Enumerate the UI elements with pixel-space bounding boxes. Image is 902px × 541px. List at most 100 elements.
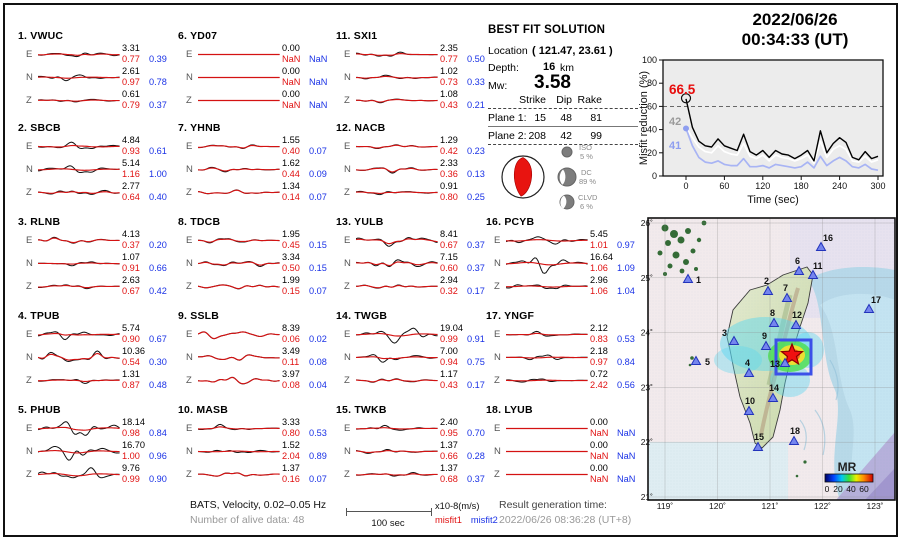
component-row: Z 1.34 0.14 0.07 bbox=[178, 181, 340, 204]
station-marker-label: 18 bbox=[790, 426, 800, 436]
station-panel-vwuc: 1. VWUC E 3.31 0.77 0.39 N 2.61 0.97 0.78 Z 0.61 0.… bbox=[18, 30, 180, 112]
waveform bbox=[198, 472, 280, 477]
station-title: 13. YULB bbox=[336, 216, 384, 228]
amplitude-value: 18.14 bbox=[122, 417, 145, 427]
waveform bbox=[198, 238, 280, 244]
station-marker-label: 2 bbox=[764, 276, 769, 286]
waveform bbox=[198, 376, 280, 385]
misfit2-value: 0.33 bbox=[467, 76, 485, 87]
waveform bbox=[356, 472, 438, 477]
waveform bbox=[38, 74, 120, 82]
divider bbox=[488, 108, 638, 109]
station-marker bbox=[743, 405, 755, 415]
misfit1-legend-label: misfit1 bbox=[435, 515, 462, 525]
misfit1-value: 0.77 bbox=[440, 53, 458, 64]
misfit2-value: 0.50 bbox=[467, 53, 485, 64]
waveform bbox=[38, 284, 120, 290]
amplitude-value: 4.13 bbox=[122, 229, 140, 239]
component-row: N 16.70 1.00 0.96 bbox=[18, 440, 180, 463]
svg-text:24˚: 24˚ bbox=[641, 328, 653, 338]
svg-text:180: 180 bbox=[794, 181, 809, 191]
waveform bbox=[356, 144, 438, 150]
plane1-strike: 15 bbox=[534, 112, 546, 124]
component-row: N 3.34 0.50 0.15 bbox=[178, 252, 340, 275]
result-time-label: Result generation time: bbox=[499, 499, 607, 511]
misfit1-value: 1.01 bbox=[590, 239, 608, 250]
amplitude-value: 1.08 bbox=[440, 89, 458, 99]
component-label: Z bbox=[344, 281, 350, 292]
station-title: 3. RLNB bbox=[18, 216, 61, 228]
waveform bbox=[506, 257, 588, 274]
component-row: E 18.14 0.98 0.84 bbox=[18, 417, 180, 440]
misfit2-value: NaN bbox=[309, 53, 328, 64]
depth-label: Depth: bbox=[488, 62, 519, 74]
waveform bbox=[198, 354, 280, 361]
component-row: N 0.00 NaN NaN bbox=[178, 66, 340, 89]
misfit2-value: 0.78 bbox=[149, 76, 167, 87]
misfit1-value: 1.00 bbox=[122, 450, 140, 461]
station-marker bbox=[690, 355, 702, 365]
waveform bbox=[356, 190, 438, 196]
misfit1-value: 0.11 bbox=[282, 356, 300, 367]
component-label: Z bbox=[344, 375, 350, 386]
amplitude-value: 1.62 bbox=[282, 158, 300, 168]
component-label: E bbox=[344, 235, 351, 246]
station-marker-label: 13 bbox=[770, 359, 780, 369]
station-marker bbox=[779, 357, 791, 367]
component-row: N 1.02 0.73 0.33 bbox=[336, 66, 498, 89]
svg-text:0: 0 bbox=[683, 181, 688, 191]
misfit1-value: 0.43 bbox=[440, 379, 458, 390]
station-marker-label: 10 bbox=[745, 396, 755, 406]
misfit2-value: 0.67 bbox=[149, 333, 167, 344]
station-marker-label: 4 bbox=[745, 358, 750, 368]
component-label: E bbox=[186, 49, 193, 60]
station-title: 6. YD07 bbox=[178, 30, 218, 42]
moment-decomposition-icons: ISO 5 % DC 89 % CLVD 6 % bbox=[557, 143, 598, 211]
station-marker-label: 12 bbox=[792, 310, 802, 320]
misfit2-value: 0.42 bbox=[149, 285, 167, 296]
svg-text:100: 100 bbox=[642, 55, 657, 65]
component-label: E bbox=[186, 329, 193, 340]
station-title: 9. SSLB bbox=[178, 310, 220, 322]
component-row: Z 3.97 0.08 0.04 bbox=[178, 369, 340, 392]
component-label: N bbox=[186, 258, 193, 269]
component-label: Z bbox=[186, 281, 192, 292]
component-label: N bbox=[494, 446, 501, 457]
component-label: E bbox=[344, 49, 351, 60]
waveform bbox=[356, 378, 438, 383]
amplitude-value: 5.14 bbox=[122, 158, 140, 168]
misfit1-value: 0.44 bbox=[282, 168, 300, 179]
component-row: Z 2.94 0.32 0.17 bbox=[336, 275, 498, 298]
misfit2-value: 0.37 bbox=[467, 262, 485, 273]
component-label: Z bbox=[344, 469, 350, 480]
misfit1-value: 0.97 bbox=[122, 76, 140, 87]
station-title: 7. YHNB bbox=[178, 122, 221, 134]
station-title: 8. TDCB bbox=[178, 216, 221, 228]
waveform bbox=[356, 237, 438, 247]
station-marker bbox=[863, 303, 875, 313]
misfit2-value: 0.97 bbox=[617, 239, 635, 250]
svg-text:80: 80 bbox=[647, 78, 657, 88]
component-row: N 1.52 2.04 0.89 bbox=[178, 440, 340, 463]
component-label: E bbox=[186, 141, 193, 152]
waveform bbox=[38, 379, 120, 384]
station-panel-yngf: 17. YNGF E 2.12 0.83 0.53 N 2.18 0.97 0.84 Z 0.72 2… bbox=[486, 310, 648, 392]
component-label: N bbox=[344, 352, 351, 363]
svg-text:60: 60 bbox=[719, 181, 729, 191]
waveform bbox=[38, 52, 120, 58]
misfit1-value: 0.64 bbox=[122, 191, 140, 202]
component-label: Z bbox=[344, 95, 350, 106]
component-label: N bbox=[494, 352, 501, 363]
misfit2-value: 0.07 bbox=[309, 191, 327, 202]
misfit2-value: 0.13 bbox=[467, 168, 485, 179]
svg-text:23˚: 23˚ bbox=[641, 382, 653, 392]
misfit1-value: NaN bbox=[590, 450, 609, 461]
station-marker-label: 16 bbox=[823, 233, 833, 243]
time-scalebar-label: 100 sec bbox=[371, 518, 405, 529]
misfit1-value: 0.99 bbox=[122, 473, 140, 484]
component-row: Z 0.00 NaN NaN bbox=[486, 463, 648, 486]
misfit1-value: NaN bbox=[590, 427, 609, 438]
svg-text:60: 60 bbox=[859, 484, 869, 494]
amplitude-value: 4.84 bbox=[122, 135, 140, 145]
